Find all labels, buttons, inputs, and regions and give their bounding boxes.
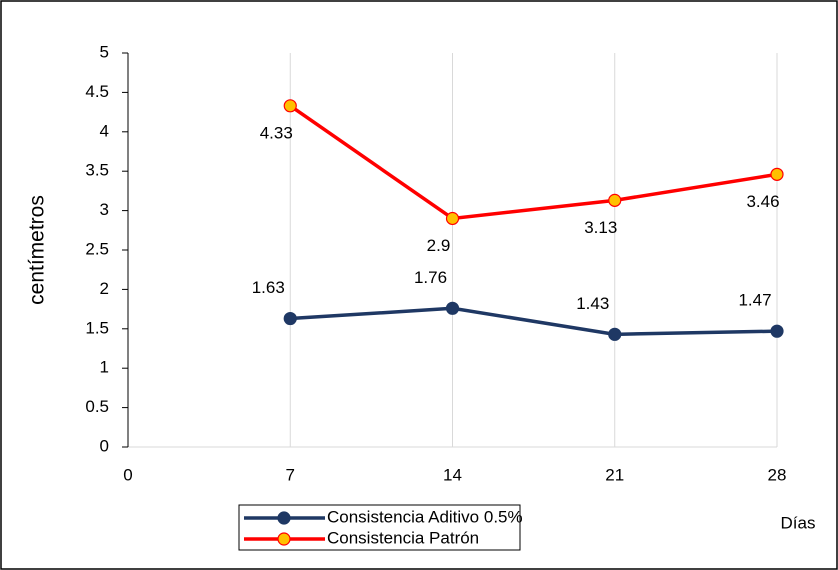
point-marker xyxy=(608,193,622,207)
x-axis-label: Días xyxy=(781,513,816,532)
data-label: 1.43 xyxy=(576,294,609,313)
point-marker xyxy=(770,167,784,181)
legend-marker xyxy=(277,532,291,546)
x-tick-label: 28 xyxy=(768,465,787,484)
series-line xyxy=(290,306,778,337)
y-tick-label: 2 xyxy=(100,279,109,298)
y-tick-label: 1.5 xyxy=(85,318,109,337)
legend-label: Consistencia Patrón xyxy=(327,528,479,547)
x-tick-label: 7 xyxy=(286,465,295,484)
y-tick-label: 3 xyxy=(100,200,109,219)
y-tick-label: 4.5 xyxy=(85,82,109,101)
point-marker xyxy=(283,99,297,113)
x-tick-label: 0 xyxy=(123,465,132,484)
legend-label: Consistencia Aditivo 0.5% xyxy=(327,507,523,526)
data-label: 1.63 xyxy=(252,278,285,297)
data-label: 4.33 xyxy=(260,123,293,142)
y-tick-label: 4 xyxy=(100,121,109,140)
y-tick-label: 3.5 xyxy=(85,161,109,180)
data-label: 1.76 xyxy=(414,268,447,287)
legend-marker xyxy=(277,511,291,525)
y-tick-label: 5 xyxy=(100,42,109,61)
y-tick-label: 2.5 xyxy=(85,239,109,258)
point-marker xyxy=(608,327,622,341)
point-marker xyxy=(770,324,784,338)
y-tick-label: 1 xyxy=(100,358,109,377)
y-axis-label: centímetros xyxy=(26,195,49,305)
data-label: 1.47 xyxy=(738,291,771,310)
y-tick-label: 0 xyxy=(100,436,109,455)
point-marker xyxy=(445,211,460,226)
y-tick-label: 0.5 xyxy=(85,397,109,416)
data-label: 2.9 xyxy=(427,236,451,255)
x-tick-label: 14 xyxy=(443,465,462,484)
point-marker xyxy=(283,311,297,326)
data-label: 3.13 xyxy=(584,218,617,237)
x-tick-label: 21 xyxy=(605,465,624,484)
series-line xyxy=(289,104,778,221)
data-label: 3.46 xyxy=(746,192,779,211)
point-marker xyxy=(445,301,460,315)
